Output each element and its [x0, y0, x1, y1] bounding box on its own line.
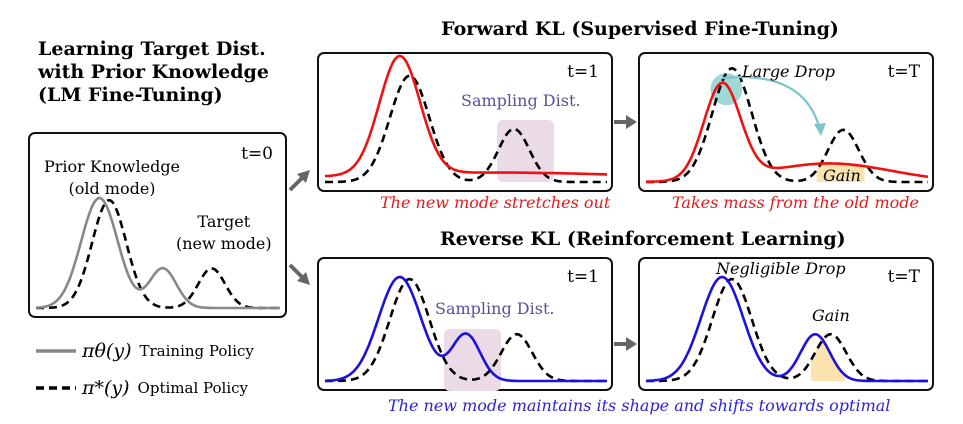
arrow-up-right-icon: [288, 170, 310, 192]
panel-reverse-tT: t=T Negligible Drop Gain: [638, 257, 934, 391]
main-title: Learning Target Dist. with Prior Knowled…: [38, 38, 269, 106]
optimal-policy-curve: [325, 277, 607, 383]
gain-area: [811, 340, 845, 381]
panel-forward-tT: t=T Large Drop Gain: [638, 52, 934, 192]
arrow-right-icon: [614, 337, 637, 351]
legend-solid-line: [36, 349, 76, 353]
panel-prior-knowledge: t=0 Prior Knowledge (old mode) Target (n…: [28, 132, 287, 318]
training-policy-curve: [35, 196, 280, 310]
time-label: t=1: [567, 267, 599, 287]
target-label: Target (new mode): [176, 212, 272, 253]
forward-tT-caption: Takes mass from the old mode: [672, 193, 919, 212]
training-policy-curve: [646, 275, 928, 383]
arrow-down-right-icon: [288, 263, 310, 285]
branch-arrows: [288, 170, 310, 285]
legend-optimal-policy: π*(y) Optimal Policy: [36, 377, 248, 399]
t0-curves: [35, 196, 280, 310]
optimal-policy-curve: [325, 74, 607, 184]
gain-area: [816, 163, 865, 182]
time-label: t=T: [887, 62, 920, 82]
forward-kl-title: Forward KL (Supervised Fine-Tuning): [441, 18, 839, 40]
legend-label: Training Policy: [139, 342, 254, 360]
legend-label: Optimal Policy: [137, 379, 248, 397]
panel-forward-t1: t=1 Sampling Dist.: [317, 52, 613, 192]
forward-t1-caption: The new mode stretches out: [380, 193, 611, 212]
large-drop-label: Large Drop: [742, 62, 835, 81]
negligible-drop-label: Negligible Drop: [716, 259, 846, 278]
gain-label: Gain: [812, 306, 850, 325]
reverse-t1-curves: [324, 275, 607, 383]
forward-tT-curves: [646, 66, 929, 184]
sampling-dist-label: Sampling Dist.: [461, 91, 581, 110]
legend-dashed-line: [36, 386, 76, 390]
gain-label: Gain: [823, 166, 861, 185]
time-label: t=T: [887, 267, 920, 287]
optimal-policy-curve: [36, 198, 280, 310]
mass-transfer-arrowhead-icon: [814, 123, 826, 136]
legend-training-policy: πθ(y) Training Policy: [36, 340, 254, 362]
forward-t1-curves: [324, 54, 607, 184]
reverse-kl-title: Reverse KL (Reinforcement Learning): [440, 228, 846, 250]
panel-reverse-t1: t=1 Sampling Dist.: [317, 257, 613, 391]
sampling-dist-label: Sampling Dist.: [435, 299, 555, 318]
optimal-policy-curve: [646, 277, 928, 383]
prior-knowledge-label: Prior Knowledge (old mode): [44, 157, 181, 198]
training-policy-curve: [646, 81, 929, 183]
time-label: t=0: [241, 144, 273, 164]
mass-transfer-arrow: [721, 76, 822, 131]
optimal-policy-curve: [646, 66, 928, 184]
reverse-tT-curves: [646, 275, 928, 383]
training-policy-curve: [324, 54, 607, 178]
time-label: t=1: [567, 62, 599, 82]
legend-symbol: π*(y): [82, 377, 130, 399]
arrow-right-icon: [614, 115, 637, 129]
reverse-caption: The new mode maintains its shape and shi…: [388, 396, 891, 415]
legend-symbol: πθ(y): [82, 340, 132, 362]
training-policy-curve: [324, 275, 607, 383]
